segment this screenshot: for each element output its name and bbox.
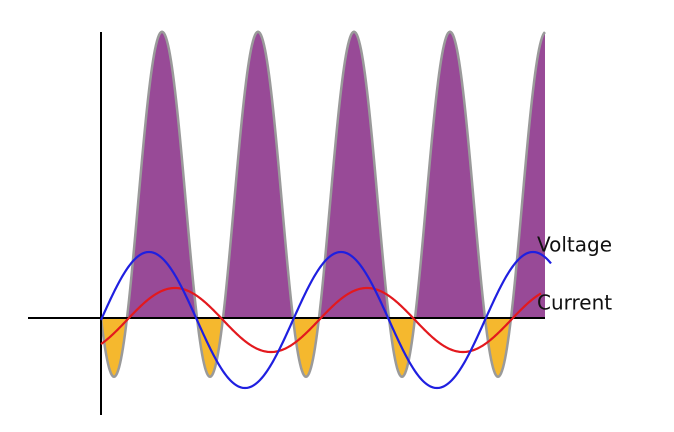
voltage-wave — [99, 250, 552, 390]
power-outline — [99, 30, 546, 379]
current-label: Current — [537, 291, 612, 315]
power-curve — [99, 30, 546, 379]
positive-power-area — [101, 31, 545, 318]
voltage-label: Voltage — [537, 233, 612, 257]
negative-power-area — [101, 318, 545, 377]
current-wave — [100, 286, 542, 354]
